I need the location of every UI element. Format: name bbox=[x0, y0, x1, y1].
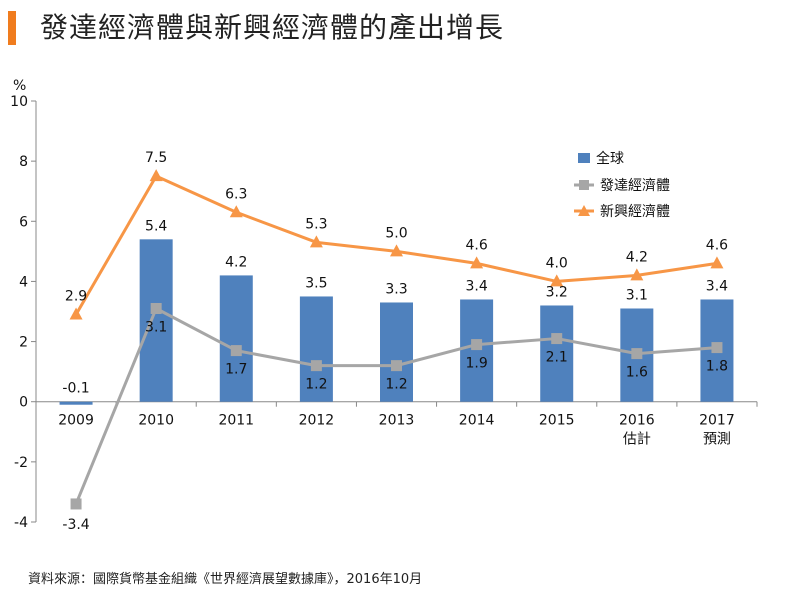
data-label-global: 4.2 bbox=[225, 254, 247, 270]
data-label-developed: -3.4 bbox=[62, 517, 89, 533]
marker-developed bbox=[311, 360, 322, 371]
data-label-emerging: 7.5 bbox=[145, 150, 167, 166]
y-tick-label: -4 bbox=[14, 515, 28, 531]
legend-label-emerging: 新興經濟體 bbox=[600, 204, 670, 220]
x-tick-label: 2011 bbox=[218, 413, 254, 429]
marker-developed bbox=[711, 342, 722, 353]
data-label-global: 3.4 bbox=[706, 278, 728, 294]
bar-global bbox=[60, 402, 93, 405]
data-label-emerging: 4.0 bbox=[546, 255, 568, 271]
data-label-developed: 1.8 bbox=[706, 359, 728, 375]
y-tick-label: 8 bbox=[19, 154, 28, 170]
x-tick-label: 2009 bbox=[58, 413, 94, 429]
data-label-global: 3.4 bbox=[465, 278, 487, 294]
marker-developed bbox=[471, 339, 482, 350]
y-axis-unit: % bbox=[13, 78, 26, 94]
data-label-global: 3.2 bbox=[546, 284, 568, 300]
marker-developed bbox=[151, 303, 162, 314]
growth-chart: -4 -2 0 2 4 6 8 10% 2009 2010 2011 2012 2013 2014 2015… bbox=[0, 0, 800, 603]
legend-label-global: 全球 bbox=[596, 150, 624, 167]
legend-swatch-global bbox=[578, 153, 590, 163]
x-tick-label: 2016 bbox=[619, 413, 655, 429]
x-tick-label: 2014 bbox=[459, 413, 495, 429]
data-label-developed: 3.1 bbox=[145, 319, 167, 335]
legend-marker-developed bbox=[579, 180, 589, 190]
data-label-developed: 1.2 bbox=[305, 377, 327, 393]
y-tick-label: 2 bbox=[19, 335, 28, 351]
x-tick-sublabel: 估計 bbox=[623, 432, 651, 448]
x-tick-label: 2012 bbox=[299, 413, 335, 429]
bar-global bbox=[220, 275, 253, 401]
data-label-emerging: 4.6 bbox=[465, 237, 487, 253]
bar-global bbox=[460, 299, 493, 401]
marker-developed bbox=[551, 333, 562, 344]
data-label-global: -0.1 bbox=[62, 381, 89, 397]
marker-emerging bbox=[710, 256, 723, 268]
y-tick-label: 4 bbox=[19, 274, 28, 290]
data-label-emerging: 5.0 bbox=[385, 225, 407, 241]
y-tick-label: 10 bbox=[10, 94, 28, 110]
data-label-developed: 1.2 bbox=[385, 377, 407, 393]
x-tick-label: 2015 bbox=[539, 413, 575, 429]
x-tick-label: 2017 bbox=[699, 413, 735, 429]
x-tick-label: 2013 bbox=[379, 413, 415, 429]
data-label-emerging: 4.2 bbox=[626, 249, 648, 265]
y-tick-label: 0 bbox=[19, 395, 28, 411]
data-label-global: 3.1 bbox=[626, 287, 648, 303]
marker-developed bbox=[231, 345, 242, 356]
marker-developed bbox=[71, 498, 82, 509]
data-label-developed: 2.1 bbox=[546, 350, 568, 366]
data-label-emerging: 2.9 bbox=[65, 289, 87, 305]
data-label-global: 3.5 bbox=[305, 275, 327, 291]
marker-emerging bbox=[150, 169, 163, 181]
data-label-developed: 1.9 bbox=[465, 356, 487, 372]
data-label-emerging: 5.3 bbox=[305, 216, 327, 232]
data-label-global: 3.3 bbox=[385, 281, 407, 297]
legend-label-developed: 發達經濟體 bbox=[600, 178, 670, 194]
x-tick-label: 2010 bbox=[138, 413, 174, 429]
data-label-developed: 1.7 bbox=[225, 362, 247, 378]
y-tick-label: -2 bbox=[14, 455, 28, 471]
x-tick-sublabel: 預測 bbox=[703, 432, 731, 448]
data-label-developed: 1.6 bbox=[626, 365, 648, 381]
data-label-global: 5.4 bbox=[145, 218, 167, 234]
data-label-emerging: 4.6 bbox=[706, 237, 728, 253]
source-note: 資料來源：國際貨幣基金組織《世界經濟展望數據庫》，2016年10月 bbox=[28, 568, 422, 587]
y-tick-label: 6 bbox=[19, 214, 28, 230]
data-label-emerging: 6.3 bbox=[225, 186, 247, 202]
marker-developed bbox=[631, 348, 642, 359]
marker-developed bbox=[391, 360, 402, 371]
